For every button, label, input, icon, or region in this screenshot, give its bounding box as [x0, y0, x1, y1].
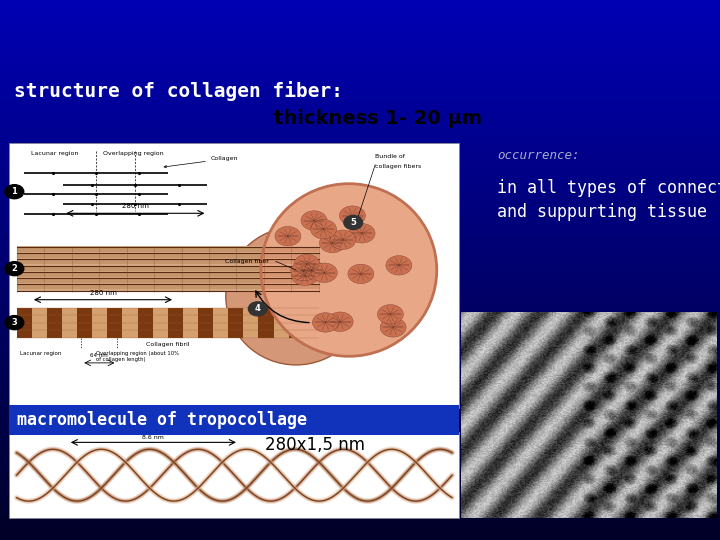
Text: structure of collagen fiber:: structure of collagen fiber:: [14, 81, 343, 101]
FancyBboxPatch shape: [9, 405, 459, 435]
Text: Lacunar region: Lacunar region: [20, 351, 61, 356]
Text: 280x1,5 nm: 280x1,5 nm: [266, 436, 365, 454]
Text: 2: 2: [12, 264, 17, 273]
Circle shape: [311, 263, 337, 282]
FancyBboxPatch shape: [198, 308, 213, 338]
Text: thickness 1- 20 μm: thickness 1- 20 μm: [274, 109, 482, 129]
FancyBboxPatch shape: [107, 308, 122, 338]
FancyBboxPatch shape: [153, 308, 168, 338]
FancyBboxPatch shape: [47, 308, 62, 338]
FancyBboxPatch shape: [77, 308, 92, 338]
Text: 3: 3: [12, 318, 17, 327]
Text: Overlapping region: Overlapping region: [103, 151, 163, 156]
FancyBboxPatch shape: [122, 308, 138, 338]
Circle shape: [248, 302, 267, 316]
Text: 8.6 nm: 8.6 nm: [143, 435, 164, 440]
FancyBboxPatch shape: [213, 308, 228, 338]
Text: Overlapping region (about 10%
of collagen length): Overlapping region (about 10% of collage…: [96, 351, 179, 362]
FancyBboxPatch shape: [228, 308, 243, 338]
Text: 280 nm: 280 nm: [122, 203, 149, 209]
Circle shape: [348, 264, 374, 284]
Text: 4: 4: [255, 305, 261, 313]
Circle shape: [275, 226, 301, 246]
FancyBboxPatch shape: [138, 308, 153, 338]
FancyBboxPatch shape: [274, 308, 289, 338]
Circle shape: [380, 318, 406, 337]
FancyBboxPatch shape: [62, 308, 77, 338]
Ellipse shape: [226, 227, 366, 365]
Circle shape: [320, 233, 346, 253]
Circle shape: [292, 266, 318, 286]
Circle shape: [386, 255, 412, 275]
FancyBboxPatch shape: [17, 246, 319, 292]
Text: Collagen fiber: Collagen fiber: [225, 259, 269, 264]
Circle shape: [291, 261, 317, 281]
FancyBboxPatch shape: [258, 308, 274, 338]
FancyBboxPatch shape: [243, 308, 258, 338]
Text: Collagen: Collagen: [164, 157, 238, 168]
Text: 280 nm: 280 nm: [89, 290, 117, 296]
Text: Collagen fibril: Collagen fibril: [146, 342, 189, 347]
Text: Bundle of: Bundle of: [375, 154, 405, 159]
Circle shape: [5, 315, 24, 329]
Circle shape: [294, 254, 320, 274]
Text: 5: 5: [351, 218, 356, 227]
Circle shape: [330, 230, 356, 249]
Circle shape: [377, 305, 403, 324]
Text: occurrence:: occurrence:: [497, 149, 580, 162]
Circle shape: [310, 219, 336, 239]
Text: macromolecule of tropocollage: macromolecule of tropocollage: [17, 411, 307, 429]
Circle shape: [5, 185, 24, 199]
FancyBboxPatch shape: [289, 308, 304, 338]
FancyBboxPatch shape: [9, 143, 459, 408]
FancyBboxPatch shape: [304, 308, 319, 338]
FancyBboxPatch shape: [17, 308, 32, 338]
FancyBboxPatch shape: [9, 432, 459, 518]
Text: 64 nm: 64 nm: [91, 353, 108, 358]
Circle shape: [327, 312, 353, 332]
Ellipse shape: [261, 184, 437, 356]
Text: 1: 1: [12, 187, 17, 196]
Circle shape: [299, 260, 325, 280]
Text: collagen fibers: collagen fibers: [375, 164, 421, 169]
FancyBboxPatch shape: [168, 308, 183, 338]
Circle shape: [312, 313, 338, 332]
Circle shape: [349, 224, 375, 243]
FancyBboxPatch shape: [32, 308, 47, 338]
FancyBboxPatch shape: [17, 308, 319, 338]
FancyBboxPatch shape: [183, 308, 198, 338]
Circle shape: [301, 211, 327, 230]
Circle shape: [339, 206, 365, 225]
Text: in all types of connective
and suppurting tissue: in all types of connective and suppurtin…: [497, 179, 720, 221]
FancyBboxPatch shape: [92, 308, 107, 338]
Circle shape: [5, 262, 24, 275]
Text: Lacunar region: Lacunar region: [31, 151, 78, 156]
Circle shape: [344, 215, 363, 230]
